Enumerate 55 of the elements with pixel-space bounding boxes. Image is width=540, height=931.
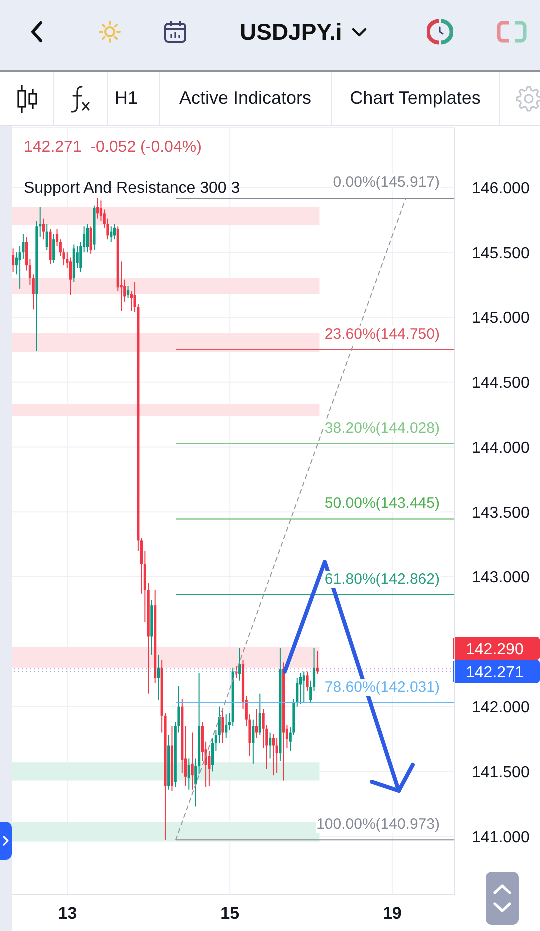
candlestick [52,234,56,264]
candlestick [306,671,309,692]
candlestick [316,650,319,675]
ref-line-label: 61.80%(142.862) [324,570,440,588]
x-tick-label: 13 [58,904,78,924]
y-tick-label: 141.000 [472,829,530,846]
candlestick [269,732,272,760]
candlestick [302,671,306,704]
candlestick [12,248,15,273]
ref-line-label: 50.00%(143.445) [324,495,440,512]
candlestick [252,719,255,764]
candlestick [238,648,242,682]
ref-line-label: 100.00%(140.973) [316,816,440,834]
candlestick [110,226,113,243]
y-tick-label: 144.000 [472,440,530,457]
candlestick [126,286,130,299]
text: H1 [115,88,138,108]
ref-line-label: 23.60%(144.750) [324,326,440,343]
candlestick [188,758,190,790]
candlestick [46,224,48,250]
candlestick [157,654,160,701]
candlestick [222,708,224,744]
y-tick-label: 146.000 [472,180,530,198]
candlestick [272,734,275,776]
y-tick-label: 143.000 [472,570,530,587]
text: 142.271 -0.052 (-0.04%) [24,139,202,156]
y-tick-label: 144.500 [472,375,530,392]
ref-line-label: 78.60%(142.031) [324,678,440,696]
text: Active Indicators [179,88,312,108]
y-tick-label: 145.500 [472,245,530,262]
chart-title: USDJPY.i [240,19,342,45]
candlestick [96,198,100,220]
candlestick [90,226,92,254]
candlestick [218,706,221,744]
x-tick-label: 19 [382,904,402,924]
ref-line-label: 0.00%(145.917) [333,174,440,192]
candlestick [299,672,302,705]
annotation: Support And Resistance 300 3 [24,180,240,197]
x-tick-label: 15 [220,904,240,924]
y-tick-label: 145.000 [472,310,530,328]
candlestick [113,224,116,240]
candlestick [258,693,262,736]
candlestick [86,224,89,254]
candlestick [191,732,194,790]
text: Chart Templates [350,88,481,108]
y-tick-label: 143.500 [472,504,530,522]
y-tick-label: 141.500 [472,764,530,782]
ref-line-label: 142.271 [466,664,524,682]
candlestick [255,708,258,738]
ref-line-label: 142.290 [466,642,524,659]
candlestick [42,218,46,240]
candlestick [276,737,278,774]
y-tick-label: 142.000 [472,700,530,716]
ref-line-label: 38.20%(144.028) [324,420,440,437]
candlestick [225,714,228,738]
